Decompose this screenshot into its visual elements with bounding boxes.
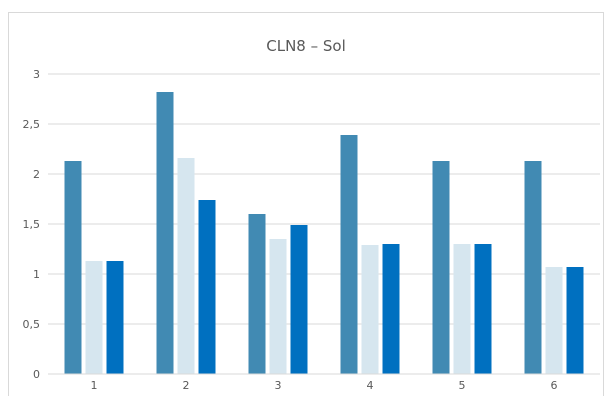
bar-series-3-category-2 [198, 200, 216, 374]
y-tick-label: 2,5 [23, 118, 41, 131]
bar-series-2-category-3 [269, 239, 287, 374]
bar-series-1-category-4 [340, 135, 358, 374]
bar-series-3-category-1 [106, 261, 124, 374]
bar-series-2-category-1 [85, 261, 103, 374]
bar-series-3-category-6 [566, 267, 584, 374]
y-tick-label: 0,5 [23, 318, 41, 331]
bar-series-1-category-1 [64, 161, 82, 374]
x-tick-label: 5 [459, 379, 466, 392]
y-tick-label: 1 [33, 268, 40, 281]
bar-series-3-category-5 [474, 244, 492, 374]
y-tick-label: 0 [33, 368, 40, 381]
gridlines [48, 73, 600, 325]
bar-series-3-category-4 [382, 244, 400, 374]
x-axis-ticks: 1 2 3 4 5 6 [91, 379, 558, 392]
bars [64, 92, 584, 374]
x-tick-label: 2 [183, 379, 190, 392]
y-tick-label: 1,5 [23, 218, 41, 231]
bar-series-2-category-2 [177, 158, 195, 374]
chart-title: CLN8 – Sol [266, 37, 346, 55]
bar-series-2-category-6 [545, 267, 563, 374]
bar-series-1-category-3 [248, 214, 266, 374]
bar-series-1-category-2 [156, 92, 174, 374]
bar-series-2-category-5 [453, 244, 471, 374]
y-tick-label: 2 [33, 168, 40, 181]
bar-series-1-category-5 [432, 161, 450, 374]
x-tick-label: 3 [275, 379, 282, 392]
x-tick-label: 4 [367, 379, 374, 392]
y-axis-ticks: 0 0,5 1 1,5 2 2,5 3 [23, 68, 41, 381]
bar-series-2-category-4 [361, 245, 379, 374]
x-tick-label: 6 [551, 379, 558, 392]
bar-series-3-category-3 [290, 225, 308, 374]
y-tick-label: 3 [33, 68, 40, 81]
x-tick-label: 1 [91, 379, 98, 392]
bar-series-1-category-6 [524, 161, 542, 374]
